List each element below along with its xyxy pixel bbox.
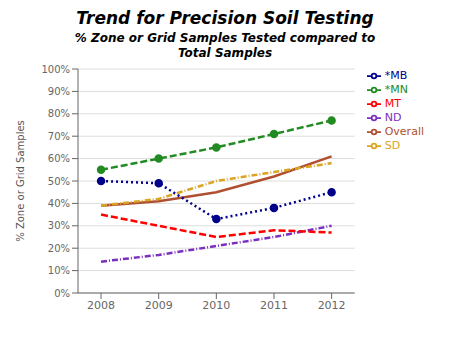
html-text:% Zone or Grid Samples Tested: % Zone or Grid Samples Tested compared t…	[74, 31, 376, 45]
html-text:Total Samples: Total Samples	[177, 46, 273, 60]
html-text:MT: MT	[384, 97, 401, 110]
svg-text:2008: 2008	[87, 299, 115, 312]
html-text:ND: ND	[384, 111, 402, 124]
html-text:Overall: Overall	[384, 125, 424, 138]
svg-text:60%: 60%	[48, 153, 70, 164]
svg-text:20%: 20%	[48, 243, 70, 254]
svg-text:0%: 0%	[54, 288, 70, 299]
svg-text:2010: 2010	[202, 299, 230, 312]
svg-text:50%: 50%	[48, 176, 70, 187]
svg-text:2012: 2012	[318, 299, 346, 312]
svg-text:100%: 100%	[41, 64, 70, 75]
html-text:SD: SD	[384, 139, 401, 152]
svg-text:30%: 30%	[48, 220, 70, 231]
svg-text:2009: 2009	[145, 299, 173, 312]
svg-text:10%: 10%	[48, 265, 70, 276]
svg-text:80%: 80%	[48, 108, 70, 119]
html-text:*MN: *MN	[384, 83, 408, 96]
html-text:*MB: *MB	[384, 69, 408, 82]
svg-text:70%: 70%	[48, 131, 70, 142]
html-text:Trend for Precision Soil Testi: Trend for Precision Soil Testing	[76, 8, 374, 28]
svg-text:40%: 40%	[48, 198, 70, 209]
svg-text:2011: 2011	[260, 299, 288, 312]
svg-text:% Zone or Grid Samples: % Zone or Grid Samples	[15, 120, 26, 242]
svg-text:90%: 90%	[48, 86, 70, 97]
